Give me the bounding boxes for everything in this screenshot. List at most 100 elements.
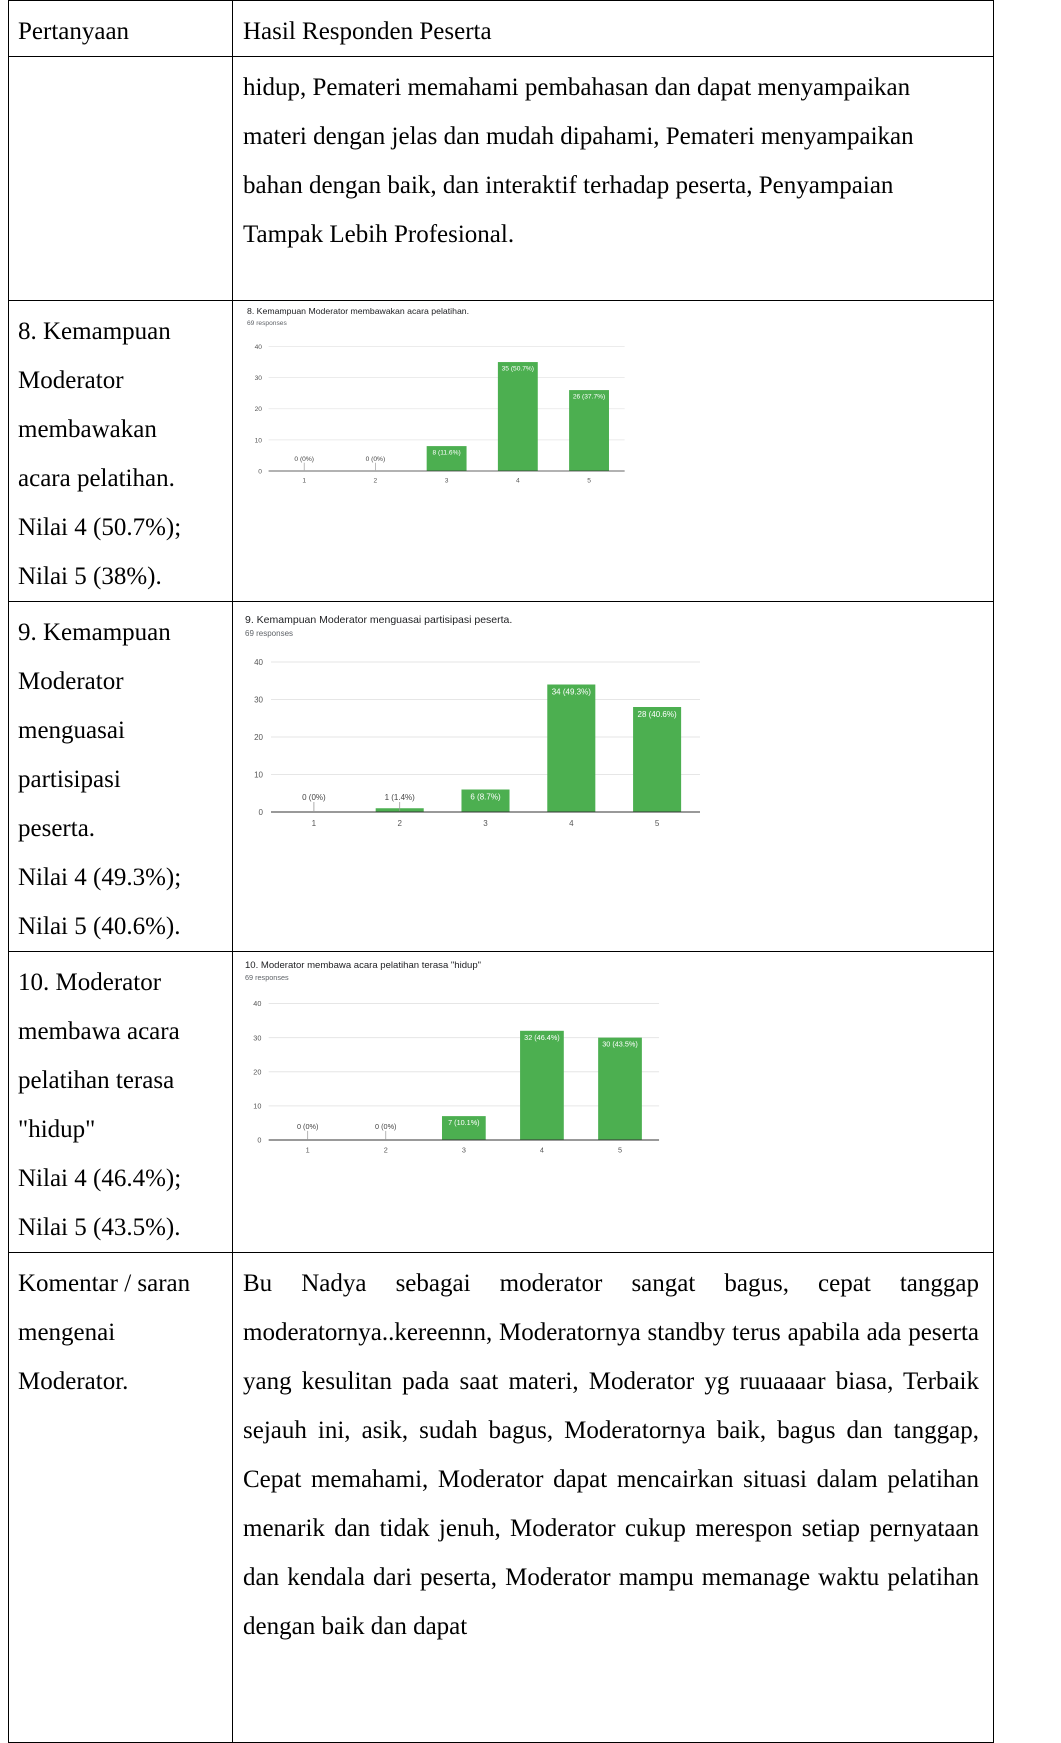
y-tick-label: 30 bbox=[255, 375, 263, 382]
question-line: membawakan bbox=[18, 416, 157, 443]
y-tick-label: 40 bbox=[253, 999, 261, 1008]
header-row: Pertanyaan Hasil Responden Peserta bbox=[8, 0, 994, 57]
continued-response-cell: hidup, Pemateri memahami pembahasan dan … bbox=[232, 56, 994, 301]
chart-subtitle: 69 responses bbox=[247, 320, 287, 327]
y-tick-label: 0 bbox=[257, 1136, 261, 1145]
bar-label: 7 (10.1%) bbox=[448, 1118, 479, 1127]
bar-label: 28 (40.6%) bbox=[638, 710, 677, 719]
y-tick-label: 40 bbox=[254, 658, 263, 667]
chart-group: 8. Kemampuan Moderator membawakan acara … bbox=[247, 306, 625, 485]
comment-label-cell: Komentar / saran mengenai Moderator. bbox=[8, 1252, 233, 1743]
y-tick-label: 10 bbox=[253, 1102, 261, 1111]
comment-label-line: mengenai bbox=[18, 1319, 116, 1346]
bar-chart-8: 8. Kemampuan Moderator membawakan acara … bbox=[247, 306, 625, 485]
question-cell-10: 10. Moderator membawa acara pelatihan tera… bbox=[8, 951, 233, 1253]
y-tick-label: 10 bbox=[254, 771, 263, 780]
y-tick-label: 30 bbox=[254, 696, 263, 705]
x-tick-label: 2 bbox=[397, 819, 402, 828]
bar bbox=[633, 707, 682, 812]
bar-chart-9: 9. Kemampuan Moderator menguasai partisi… bbox=[245, 614, 700, 828]
question-line: Nilai 5 (43.5%). bbox=[18, 1214, 181, 1241]
bar-chart-10: 10. Moderator membawa acara pelatihan te… bbox=[245, 960, 660, 1155]
comment-label: Komentar / saran mengenai Moderator. bbox=[9, 1253, 232, 1406]
question-line: pelatihan terasa bbox=[18, 1067, 175, 1094]
question-row-9: 9. Kemampuan Moderator menguasai partisipas… bbox=[8, 601, 994, 952]
question-line: 9. Kemampuan bbox=[18, 619, 171, 646]
bar-label: 1 (1.4%) bbox=[385, 793, 416, 802]
bar bbox=[497, 362, 538, 471]
chart-cell-8: 8. Kemampuan Moderator membawakan acara … bbox=[232, 300, 994, 602]
y-tick-label: 20 bbox=[254, 733, 263, 742]
question-line: Nilai 4 (46.4%); bbox=[18, 1165, 182, 1192]
y-tick-label: 10 bbox=[255, 437, 263, 444]
question-line: "hidup" bbox=[18, 1116, 96, 1143]
bar bbox=[598, 1037, 642, 1140]
chart-title: 10. Moderator membawa acara pelatihan te… bbox=[245, 960, 481, 971]
question-text-10: 10. Moderator membawa acara pelatihan tera… bbox=[9, 952, 232, 1252]
header-question-cell: Pertanyaan bbox=[8, 0, 233, 57]
x-tick-label: 5 bbox=[587, 478, 591, 485]
chart-cell-10: 10. Moderator membawa acara pelatihan te… bbox=[232, 951, 994, 1253]
question-line: partisipasi bbox=[18, 766, 121, 793]
bar bbox=[426, 446, 467, 471]
bar-label: 30 (43.5%) bbox=[602, 1040, 638, 1049]
question-line: Moderator bbox=[18, 367, 124, 394]
continued-question-cell bbox=[8, 56, 233, 301]
continued-row: hidup, Pemateri memahami pembahasan dan … bbox=[8, 56, 994, 301]
bar bbox=[461, 789, 510, 812]
question-line: Nilai 4 (50.7%); bbox=[18, 514, 182, 541]
x-tick-label: 3 bbox=[445, 478, 449, 485]
question-line: 10. Moderator bbox=[18, 969, 162, 996]
question-line: acara pelatihan. bbox=[18, 465, 175, 492]
chart-title: 8. Kemampuan Moderator membawakan acara … bbox=[247, 306, 469, 316]
results-table: Pertanyaan Hasil Responden Peserta hidup… bbox=[8, 0, 994, 1743]
bar bbox=[441, 1116, 486, 1140]
bar bbox=[520, 1030, 564, 1140]
chart-group: 10. Moderator membawa acara pelatihan te… bbox=[245, 960, 660, 1155]
x-tick-label: 1 bbox=[312, 819, 317, 828]
header-responses-cell: Hasil Responden Peserta bbox=[232, 0, 994, 57]
x-tick-label: 2 bbox=[374, 478, 378, 485]
bar-label: 8 (11.6%) bbox=[432, 449, 460, 456]
y-tick-label: 40 bbox=[255, 344, 263, 351]
y-tick-label: 20 bbox=[253, 1067, 261, 1076]
x-tick-label: 1 bbox=[302, 478, 306, 485]
question-line: Nilai 5 (38%). bbox=[18, 563, 162, 590]
question-row-10: 10. Moderator membawa acara pelatihan tera… bbox=[8, 951, 994, 1253]
bar-label: 35 (50.7%) bbox=[502, 365, 534, 372]
comment-row: Komentar / saran mengenai Moderator. Bu Na… bbox=[8, 1252, 994, 1743]
y-tick-label: 0 bbox=[258, 468, 262, 475]
question-cell-9: 9. Kemampuan Moderator menguasai partisipas… bbox=[8, 601, 233, 952]
bar-label: 0 (0%) bbox=[375, 1122, 396, 1131]
x-tick-label: 4 bbox=[569, 819, 574, 828]
y-tick-label: 0 bbox=[259, 808, 264, 817]
comment-text-cell: Bu Nadya sebagai moderator sangat bagus,… bbox=[232, 1252, 994, 1743]
question-line: Nilai 4 (49.3%); bbox=[18, 864, 182, 891]
question-text-9: 9. Kemampuan Moderator menguasai partisipas… bbox=[9, 602, 232, 951]
x-tick-label: 5 bbox=[618, 1146, 622, 1155]
bar-label: 32 (46.4%) bbox=[524, 1033, 560, 1042]
question-row-8: 8. Kemampuan Moderator membawakan acara pel… bbox=[8, 300, 994, 602]
comment-label-line: Komentar / saran bbox=[18, 1270, 191, 1297]
x-tick-label: 5 bbox=[655, 819, 660, 828]
x-tick-label: 4 bbox=[516, 478, 520, 485]
question-line: 8. Kemampuan bbox=[18, 318, 171, 345]
y-tick-label: 30 bbox=[253, 1033, 261, 1042]
chart-title: 9. Kemampuan Moderator menguasai partisi… bbox=[245, 614, 512, 626]
bar-label: 34 (49.3%) bbox=[552, 688, 591, 697]
question-text-8: 8. Kemampuan Moderator membawakan acara pel… bbox=[9, 301, 232, 601]
continued-response-text: hidup, Pemateri memahami pembahasan dan … bbox=[243, 74, 914, 248]
comment-text: Bu Nadya sebagai moderator sangat bagus,… bbox=[243, 1270, 979, 1640]
bar-label: 26 (37.7%) bbox=[573, 393, 605, 400]
bar bbox=[569, 390, 609, 471]
question-line: Nilai 5 (40.6%). bbox=[18, 913, 181, 940]
header-question: Pertanyaan bbox=[18, 18, 130, 45]
question-line: membawa acara bbox=[18, 1018, 180, 1045]
chart-cell-9: 9. Kemampuan Moderator menguasai partisi… bbox=[232, 601, 994, 952]
comment-label-line: Moderator. bbox=[18, 1368, 129, 1395]
bar-label: 0 (0%) bbox=[366, 456, 386, 463]
x-tick-label: 2 bbox=[384, 1146, 388, 1155]
question-cell-8: 8. Kemampuan Moderator membawakan acara pel… bbox=[8, 300, 233, 602]
bar-label: 0 (0%) bbox=[294, 456, 314, 463]
question-line: Moderator bbox=[18, 668, 124, 695]
